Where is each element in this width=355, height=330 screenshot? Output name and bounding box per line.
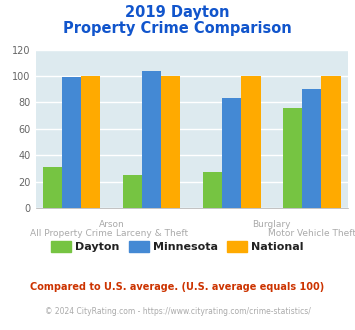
Bar: [322, 76, 341, 208]
Text: Property Crime Comparison: Property Crime Comparison: [63, 21, 292, 36]
Text: © 2024 CityRating.com - https://www.cityrating.com/crime-statistics/: © 2024 CityRating.com - https://www.city…: [45, 307, 310, 316]
Text: Motor Vehicle Theft: Motor Vehicle Theft: [268, 229, 355, 238]
Bar: [62, 77, 81, 208]
Text: All Property Crime: All Property Crime: [30, 229, 113, 238]
Text: Larceny & Theft: Larceny & Theft: [116, 229, 188, 238]
Text: Burglary: Burglary: [252, 220, 291, 229]
Bar: [123, 175, 142, 208]
Bar: [161, 76, 180, 208]
Bar: [241, 76, 261, 208]
Text: Arson: Arson: [99, 220, 125, 229]
Bar: [43, 167, 62, 208]
Bar: [222, 98, 241, 208]
Bar: [81, 76, 100, 208]
Text: 2019 Dayton: 2019 Dayton: [125, 5, 230, 20]
Legend: Dayton, Minnesota, National: Dayton, Minnesota, National: [47, 237, 308, 256]
Bar: [203, 172, 222, 208]
Bar: [142, 71, 161, 208]
Text: Compared to U.S. average. (U.S. average equals 100): Compared to U.S. average. (U.S. average …: [31, 282, 324, 292]
Bar: [283, 108, 302, 208]
Bar: [302, 89, 322, 208]
